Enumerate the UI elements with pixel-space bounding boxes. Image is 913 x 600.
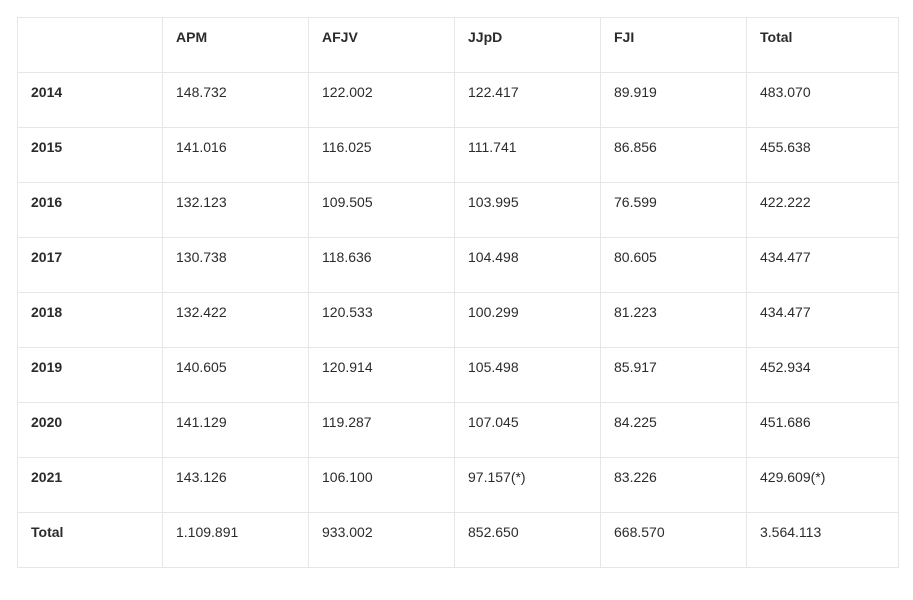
cell-jjpd: 100.299 (454, 292, 601, 348)
cell-fji: 86.856 (600, 127, 747, 183)
cell-apm: 1.109.891 (162, 512, 309, 568)
cell-fji: 80.605 (600, 237, 747, 293)
header-cell-jjpd: JJpD (454, 17, 601, 73)
cell-total: 429.609(*) (746, 457, 899, 513)
cell-jjpd: 97.157(*) (454, 457, 601, 513)
cell-total: 422.222 (746, 182, 899, 238)
table-body: 2014 148.732 122.002 122.417 89.919 483.… (17, 72, 899, 568)
cell-jjpd: 107.045 (454, 402, 601, 458)
header-cell-total: Total (746, 17, 899, 73)
cell-fji: 668.570 (600, 512, 747, 568)
cell-fji: 85.917 (600, 347, 747, 403)
row-label: 2020 (17, 402, 163, 458)
cell-apm: 148.732 (162, 72, 309, 128)
row-label-total: Total (17, 512, 163, 568)
row-label: 2019 (17, 347, 163, 403)
table-row: 2015 141.016 116.025 111.741 86.856 455.… (17, 127, 899, 183)
cell-total: 455.638 (746, 127, 899, 183)
cell-total: 483.070 (746, 72, 899, 128)
header-cell-fji: FJI (600, 17, 747, 73)
row-label: 2015 (17, 127, 163, 183)
header-cell-apm: APM (162, 17, 309, 73)
cell-total: 434.477 (746, 292, 899, 348)
cell-jjpd: 111.741 (454, 127, 601, 183)
cell-jjpd: 104.498 (454, 237, 601, 293)
cell-apm: 132.422 (162, 292, 309, 348)
cell-afjv: 119.287 (308, 402, 455, 458)
cell-apm: 140.605 (162, 347, 309, 403)
table-row: 2020 141.129 119.287 107.045 84.225 451.… (17, 402, 899, 458)
table-row: 2021 143.126 106.100 97.157(*) 83.226 42… (17, 457, 899, 513)
cell-jjpd: 103.995 (454, 182, 601, 238)
cell-afjv: 106.100 (308, 457, 455, 513)
table-row: 2016 132.123 109.505 103.995 76.599 422.… (17, 182, 899, 238)
table-row: 2017 130.738 118.636 104.498 80.605 434.… (17, 237, 899, 293)
table-row: 2019 140.605 120.914 105.498 85.917 452.… (17, 347, 899, 403)
cell-apm: 141.129 (162, 402, 309, 458)
cell-afjv: 122.002 (308, 72, 455, 128)
cell-afjv: 109.505 (308, 182, 455, 238)
table-row: 2018 132.422 120.533 100.299 81.223 434.… (17, 292, 899, 348)
cell-afjv: 116.025 (308, 127, 455, 183)
cell-jjpd: 105.498 (454, 347, 601, 403)
cell-apm: 132.123 (162, 182, 309, 238)
cell-apm: 143.126 (162, 457, 309, 513)
header-cell-empty (17, 17, 163, 73)
row-label: 2014 (17, 72, 163, 128)
cell-total: 434.477 (746, 237, 899, 293)
cell-total: 3.564.113 (746, 512, 899, 568)
cell-jjpd: 122.417 (454, 72, 601, 128)
cell-total: 451.686 (746, 402, 899, 458)
row-label: 2016 (17, 182, 163, 238)
cell-afjv: 120.533 (308, 292, 455, 348)
table-row: 2014 148.732 122.002 122.417 89.919 483.… (17, 72, 899, 128)
row-label: 2021 (17, 457, 163, 513)
table-header: APM AFJV JJpD FJI Total (17, 17, 899, 73)
cell-total: 452.934 (746, 347, 899, 403)
row-label: 2017 (17, 237, 163, 293)
cell-fji: 89.919 (600, 72, 747, 128)
cell-afjv: 933.002 (308, 512, 455, 568)
row-label: 2018 (17, 292, 163, 348)
cell-fji: 76.599 (600, 182, 747, 238)
cell-afjv: 118.636 (308, 237, 455, 293)
cell-jjpd: 852.650 (454, 512, 601, 568)
cell-fji: 81.223 (600, 292, 747, 348)
cell-apm: 141.016 (162, 127, 309, 183)
data-table: APM AFJV JJpD FJI Total 2014 148.732 122… (17, 17, 899, 568)
cell-fji: 84.225 (600, 402, 747, 458)
data-table-container: APM AFJV JJpD FJI Total 2014 148.732 122… (17, 17, 899, 568)
header-row: APM AFJV JJpD FJI Total (17, 17, 899, 73)
table-row-total: Total 1.109.891 933.002 852.650 668.570 … (17, 512, 899, 568)
cell-fji: 83.226 (600, 457, 747, 513)
header-cell-afjv: AFJV (308, 17, 455, 73)
cell-apm: 130.738 (162, 237, 309, 293)
cell-afjv: 120.914 (308, 347, 455, 403)
